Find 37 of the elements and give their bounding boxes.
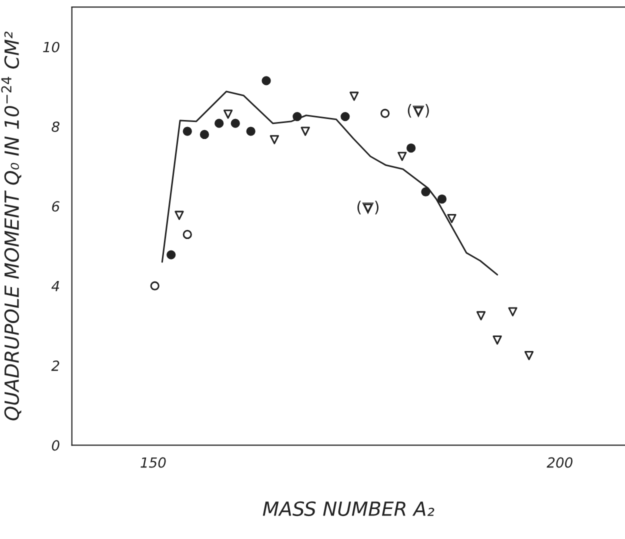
y-axis-title: QUADRUPOLE MOMENT Q₀ IN 10$^{−24}$ CM² [1, 32, 22, 420]
line-series [161, 90, 498, 276]
y-tick-label: 8 [52, 121, 60, 132]
point [350, 92, 359, 101]
point [492, 335, 502, 345]
x-tick-label: 150 [140, 457, 166, 468]
point [524, 351, 534, 360]
x-tick-label: 200 [546, 457, 572, 468]
point [262, 76, 271, 86]
y-tick-label: 10 [43, 42, 60, 52]
point [214, 118, 224, 128]
point [150, 281, 160, 290]
y-tick-label: 2 [51, 360, 60, 371]
point [246, 126, 256, 136]
point [300, 126, 310, 136]
point [476, 311, 486, 320]
point [182, 230, 192, 240]
point [406, 143, 416, 153]
point [340, 112, 350, 122]
y-tick-label: 0 [52, 440, 60, 451]
point [182, 126, 192, 136]
point [447, 214, 456, 224]
point [421, 187, 430, 196]
point [230, 118, 240, 128]
point [292, 112, 302, 122]
y-tick-label: 4 [51, 281, 60, 292]
point [508, 307, 518, 316]
point [270, 135, 279, 144]
point [166, 250, 176, 260]
point [200, 130, 210, 140]
x-axis-title: MASS NUMBER A₂ [262, 501, 434, 516]
point [437, 194, 447, 204]
point [380, 108, 390, 118]
point [223, 110, 233, 119]
point [174, 210, 184, 220]
y-tick-label: 6 [52, 201, 60, 212]
point [398, 152, 407, 161]
